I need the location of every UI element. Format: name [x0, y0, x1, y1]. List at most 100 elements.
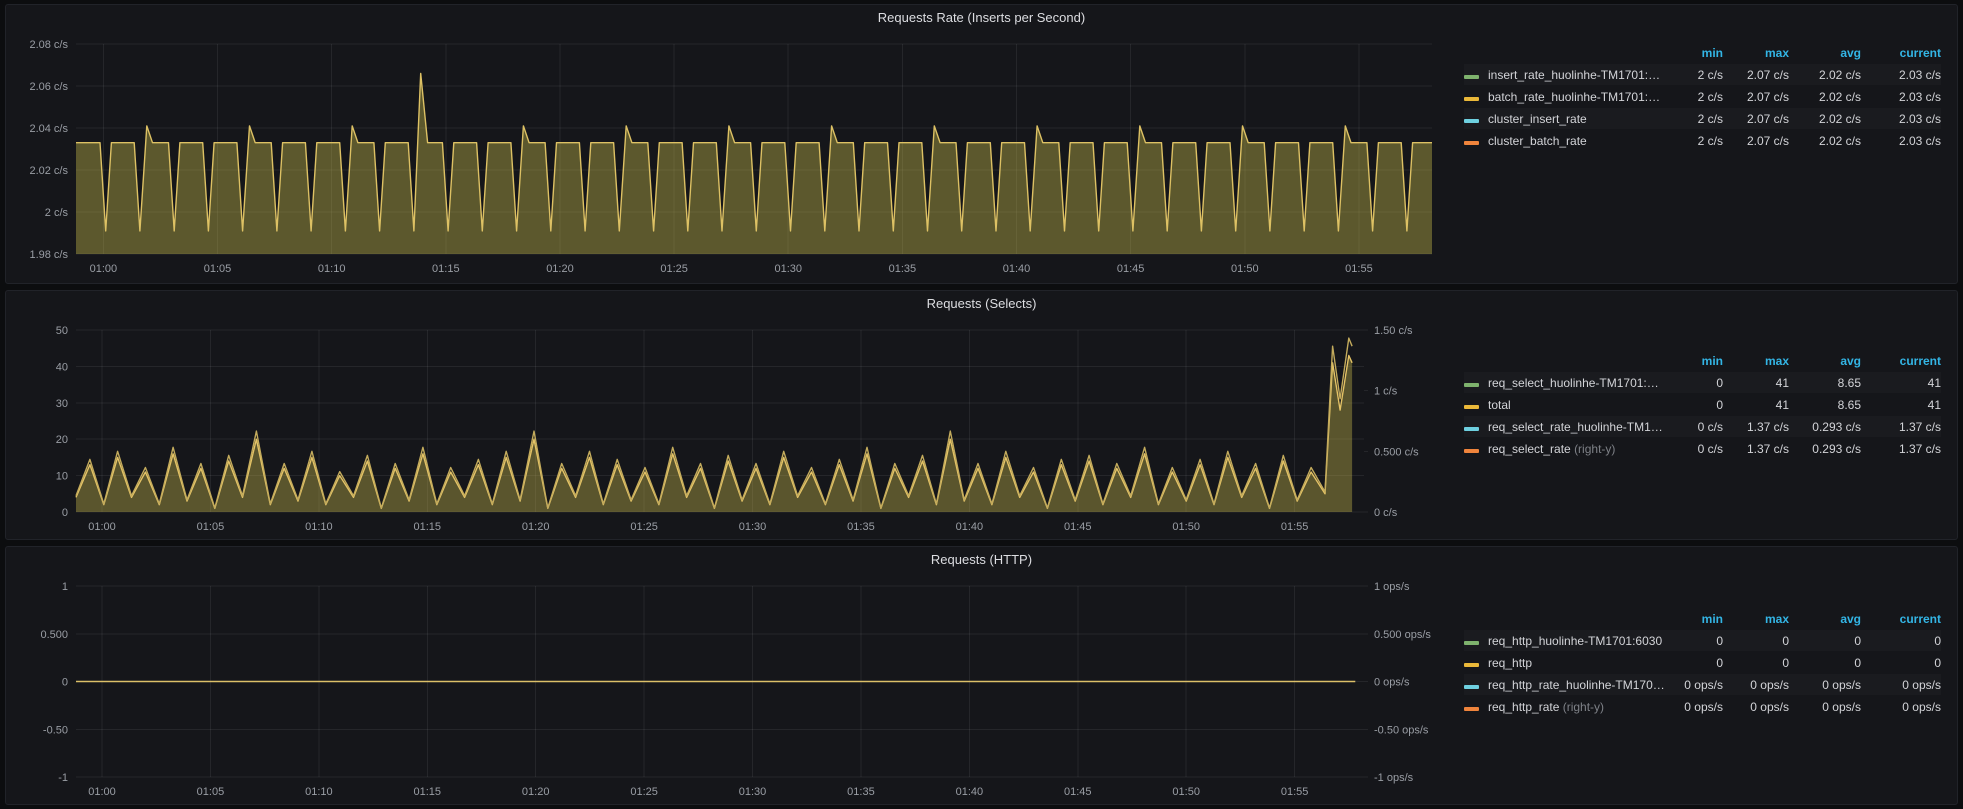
legend-current-value: 2.03 c/s [1898, 67, 1941, 82]
x-axis-tick-label: 01:10 [305, 521, 333, 533]
right-y-axis-tick-label: 0 c/s [1374, 507, 1398, 519]
series-name[interactable]: req_http_rate (right-y) [1488, 699, 1605, 714]
legend-header-min[interactable]: min [1701, 353, 1723, 368]
timeseries-chart[interactable]: 2.08 c/s 2.06 c/s 2.04 c/s 2.02 c/s 2 c/s 1.9… [6, 30, 1458, 280]
legend-header-avg[interactable]: avg [1840, 45, 1861, 60]
legend-max-value: 41 [1775, 375, 1789, 390]
series-line [76, 72, 1432, 232]
legend-min-value: 0 c/s [1697, 419, 1723, 434]
x-axis-tick-label: 01:40 [956, 786, 984, 798]
series-area-fill [76, 73, 1432, 255]
legend-row: cluster_batch_rate 2 c/s 2.07 c/s 2.02 c/s 2… [1464, 130, 1941, 151]
y-axis-tick-label: 2.08 c/s [29, 39, 68, 51]
panel-title[interactable]: Requests (Selects) [926, 296, 1037, 311]
panel-requests-rate-inserts: Requests Rate (Inserts per Second) 2.08 … [5, 4, 1958, 284]
legend-min-value: 0 ops/s [1684, 699, 1723, 714]
legend-avg-value: 2.02 c/s [1818, 111, 1861, 126]
legend-header-min[interactable]: min [1701, 611, 1723, 626]
legend-current-value: 0 ops/s [1902, 699, 1941, 714]
legend-avg-value: 8.65 [1837, 375, 1861, 390]
legend-avg-value: 0.293 c/s [1812, 419, 1861, 434]
x-axis-tick-label: 01:40 [956, 521, 984, 533]
legend-current-value: 0 [1934, 633, 1941, 648]
legend-header-max[interactable]: max [1764, 45, 1789, 60]
legend-header-avg[interactable]: avg [1840, 611, 1861, 626]
series-color-swatch [1464, 404, 1479, 409]
series-color-swatch [1464, 426, 1479, 431]
x-axis-tick-label: 01:50 [1231, 263, 1259, 275]
series-name[interactable]: req_select_rate_huolinhe-TM1701:6030 (ri… [1488, 419, 1665, 434]
legend-header-avg[interactable]: avg [1840, 353, 1861, 368]
right-axis-indicator: (right-y) [1562, 699, 1605, 714]
y-axis-tick-label: -0.50 [43, 724, 68, 736]
series-name[interactable]: req_select_rate (right-y) [1488, 441, 1616, 456]
x-axis-tick-label: 01:15 [432, 263, 460, 275]
legend-header-current[interactable]: current [1899, 353, 1941, 368]
series-color-swatch [1464, 140, 1479, 145]
x-axis-tick-label: 01:30 [739, 521, 767, 533]
x-axis-tick-label: 01:25 [630, 786, 658, 798]
legend-row: batch_rate_huolinhe-TM1701:6030 2 c/s 2.07… [1464, 86, 1941, 107]
legend-avg-value: 2.02 c/s [1818, 133, 1861, 148]
legend-header-max[interactable]: max [1764, 353, 1789, 368]
panel-title[interactable]: Requests Rate (Inserts per Second) [877, 10, 1086, 25]
legend-header-row: min max avg current [1464, 350, 1941, 371]
x-axis-tick-label: 01:55 [1345, 263, 1373, 275]
legend-current-value: 41 [1927, 397, 1941, 412]
legend-min-value: 0 [1716, 375, 1723, 390]
legend-current-value: 1.37 c/s [1898, 441, 1941, 456]
series-name[interactable]: total [1488, 397, 1511, 412]
series-name[interactable]: req_select_huolinhe-TM1701:6030 [1488, 375, 1665, 390]
x-axis-tick-label: 01:45 [1064, 786, 1092, 798]
legend-max-value: 2.07 c/s [1746, 67, 1789, 82]
legend-header-min[interactable]: min [1701, 45, 1723, 60]
legend-header-max[interactable]: max [1764, 611, 1789, 626]
series-name[interactable]: req_http [1488, 655, 1533, 670]
series-name[interactable]: batch_rate_huolinhe-TM1701:6030 [1488, 89, 1665, 104]
series-name[interactable]: cluster_insert_rate [1488, 111, 1587, 126]
series-name[interactable]: insert_rate_huolinhe-TM1701:6030 [1488, 67, 1665, 82]
right-axis-indicator: (right-y) [1574, 441, 1616, 456]
legend-row: req_select_rate (right-y) 0 c/s 1.37 c/s 0.… [1464, 438, 1941, 459]
y-axis-tick-label: 30 [56, 398, 68, 410]
y-axis-tick-label: 1.98 c/s [29, 249, 68, 261]
legend-row: req_http_huolinhe-TM1701:6030 0 0 0 0 [1464, 630, 1941, 651]
timeseries-chart[interactable]: 1 0.500 0 -0.50 -1 1 ops/s 0.500 ops/s 0 ops/s -… [6, 572, 1458, 803]
series-name[interactable]: req_http_huolinhe-TM1701:6030 [1488, 633, 1663, 648]
legend-min-value: 0 [1716, 655, 1723, 670]
y-axis-tick-label: 1 [62, 581, 68, 593]
series-color-swatch [1464, 448, 1479, 453]
legend-min-value: 2 c/s [1697, 67, 1723, 82]
y-axis-tick-label: -1 [58, 772, 68, 784]
legend-header-current[interactable]: current [1899, 611, 1941, 626]
legend-max-value: 0 ops/s [1750, 677, 1789, 692]
legend-current-value: 1.37 c/s [1898, 419, 1941, 434]
right-y-axis-tick-label: 0.500 ops/s [1374, 629, 1431, 641]
legend-min-value: 2 c/s [1697, 111, 1723, 126]
timeseries-chart[interactable]: 50 40 30 20 10 0 1.50 c/s 1 c/s 0.500 c/s 0 c/s 01… [6, 316, 1458, 538]
legend-row: total 0 41 8.65 41 [1464, 394, 1941, 415]
legend-avg-value: 8.65 [1837, 397, 1861, 412]
x-axis-tick-label: 01:45 [1064, 521, 1092, 533]
legend-avg-value: 0.293 c/s [1812, 441, 1861, 456]
legend-max-value: 2.07 c/s [1746, 133, 1789, 148]
legend-avg-value: 2.02 c/s [1818, 67, 1861, 82]
legend-row: req_select_huolinhe-TM1701:6030 0 41 8.65 41 [1464, 372, 1941, 393]
legend-row: req_http_rate (right-y) 0 ops/s 0 ops/s 0 o… [1464, 696, 1941, 717]
y-axis-tick-label: 20 [56, 434, 68, 446]
x-axis-tick-label: 01:50 [1172, 521, 1200, 533]
x-axis-tick-label: 01:45 [1117, 263, 1145, 275]
series-name[interactable]: req_http_rate_huolinhe-TM1701:6030 (righ… [1488, 677, 1665, 692]
legend-header-current[interactable]: current [1899, 45, 1941, 60]
legend-avg-value: 0 [1854, 633, 1861, 648]
y-axis-tick-label: 40 [56, 361, 68, 373]
series-name[interactable]: cluster_batch_rate [1488, 133, 1587, 148]
right-y-axis-tick-label: 0 ops/s [1374, 677, 1410, 689]
legend-min-value: 2 c/s [1697, 89, 1723, 104]
series-color-swatch [1464, 662, 1479, 667]
right-y-axis-tick-label: 0.500 c/s [1374, 446, 1419, 458]
legend-max-value: 2.07 c/s [1746, 89, 1789, 104]
x-axis-tick-label: 01:55 [1281, 786, 1309, 798]
panel-title[interactable]: Requests (HTTP) [930, 552, 1033, 567]
